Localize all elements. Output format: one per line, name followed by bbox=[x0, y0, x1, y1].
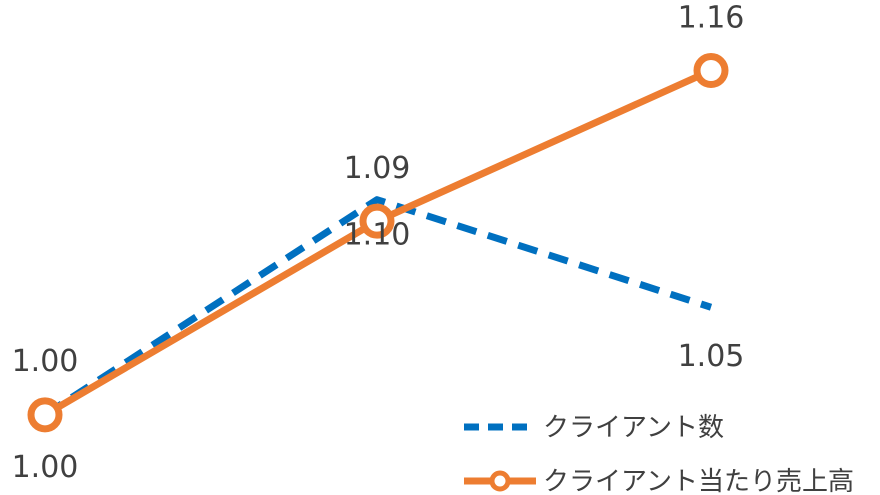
legend-marker-revenue-per-client bbox=[489, 470, 511, 492]
data-point-revenue-per-client-1 bbox=[27, 397, 63, 433]
data-point-revenue-per-client-2 bbox=[359, 203, 395, 239]
data-label-client-count-1: 1.00 bbox=[12, 450, 79, 485]
series-layer bbox=[27, 53, 729, 433]
data-label-revenue-per-client-2: 1.09 bbox=[344, 151, 411, 186]
data-point-revenue-per-client-3 bbox=[693, 53, 729, 89]
data-label-client-count-3: 1.05 bbox=[678, 339, 745, 374]
data-label-revenue-per-client-3: 1.16 bbox=[678, 1, 745, 36]
legend-item-client-count: クライアント数 bbox=[464, 413, 724, 443]
data-label-revenue-per-client-1: 1.00 bbox=[12, 344, 79, 379]
data-label-client-count-2: 1.10 bbox=[344, 218, 411, 253]
legend-label-revenue-per-client: クライアント当たり売上高 bbox=[543, 467, 854, 495]
data-label-layer: 1.00 1.10 1.05 1.00 1.09 1.16 bbox=[12, 1, 745, 485]
legend: クライアント数 クライアント当たり売上高 bbox=[464, 413, 854, 495]
series-line-client-count bbox=[43, 196, 713, 418]
legend-item-revenue-per-client: クライアント当たり売上高 bbox=[464, 467, 854, 495]
legend-label-client-count: クライアント数 bbox=[543, 413, 724, 443]
